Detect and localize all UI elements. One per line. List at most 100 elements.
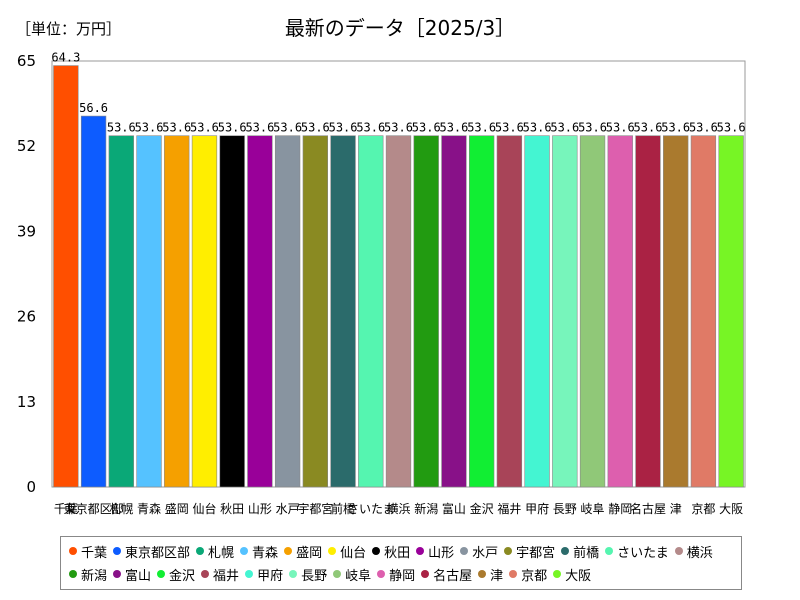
bar-value-label: 53.6 [245,121,274,135]
bar [413,135,439,488]
bar-value-label: 53.6 [273,121,302,135]
legend-swatch [69,570,77,578]
x-tick-label: 金沢 [470,501,494,516]
x-tick-label: 横浜 [386,502,410,516]
x-tick-label: 新潟 [414,501,438,516]
legend-item: 千葉 [69,541,107,561]
bar-value-label: 53.6 [689,121,718,135]
bar [108,135,134,488]
legend-item: 横浜 [674,541,713,561]
legend-item: 盛岡 [284,541,322,561]
legend-swatch [509,570,518,578]
bar-value-label: 53.6 [578,121,607,135]
legend-label: 秋田 [384,545,411,561]
x-tick-label: 千葉 [54,502,78,516]
legend-label: 札幌 [208,545,235,561]
legend-label: 金沢 [169,568,196,584]
legend-item: 東京都区部 [113,541,190,561]
legend-label: 大阪 [565,568,592,584]
legend-label: 津 [490,568,504,584]
legend-label: 新潟 [81,568,108,584]
x-tick-label: 盛岡 [165,501,189,516]
legend-item: 京都 [509,564,547,584]
legend-swatch [674,547,683,555]
bar-value-label: 53.6 [523,121,552,135]
bar-value-label: 53.6 [467,121,496,135]
bar-value-label: 53.6 [329,121,358,135]
legend-item: 福井 [201,564,239,584]
y-tick-label: 65 [17,52,36,70]
y-tick-label: 26 [17,308,36,326]
legend-label: 盛岡 [296,545,323,561]
legend-swatch [605,547,614,555]
legend-swatch [561,547,570,555]
bar [663,135,689,488]
legend-item: 札幌 [196,541,234,561]
legend-swatch [377,570,386,578]
legend-item: 宇都宮 [504,541,555,561]
bar-value-label: 53.6 [218,121,247,135]
bar [219,135,245,488]
y-tick-label: 39 [17,222,36,240]
chart-title: 最新のデータ［2025/3］ [284,16,516,40]
bar [191,135,218,488]
legend-label: 横浜 [686,545,713,561]
legend-swatch [421,570,430,578]
legend-swatch [284,547,293,555]
legend-label: さいたま [617,545,669,561]
legend-swatch [245,570,254,578]
legend-item: 秋田 [372,541,410,561]
x-tick-label: 名古屋 [630,501,666,516]
legend-swatch [553,570,562,578]
legend-item: 長野 [289,564,327,584]
bar-chart: 0 13 26 39 52 65 64.3 千葉 56.6 東京都区部 53.6 札幌 53.6 青森 53… [17,51,746,516]
bar [690,135,717,488]
bar [552,135,578,488]
legend-swatch [289,570,298,578]
y-tick-label: 52 [17,137,36,155]
legend-swatch [328,547,337,555]
bar-value-label: 53.6 [439,121,468,135]
legend-label: 福井 [213,568,240,584]
legend-label: 京都 [521,568,548,584]
legend-item: さいたま [605,541,669,561]
legend-label: 前橋 [573,545,600,561]
bar-value-label: 53.6 [606,121,635,135]
x-tick-label: 岐阜 [581,502,605,516]
x-tick-label: 山形 [248,502,272,516]
legend-swatch [478,570,487,578]
x-tick-label: 大阪 [719,502,743,516]
legend-item: 名古屋 [421,564,472,584]
bar-value-label: 53.6 [661,121,690,135]
y-tick-label: 13 [17,393,36,411]
legend-label: 青森 [252,545,279,561]
legend-item: 仙台 [328,541,366,561]
bar-value-label: 53.6 [412,121,441,135]
bar [302,135,329,488]
bar-value-label: 53.6 [135,121,164,135]
legend-item: 津 [478,564,503,584]
x-tick-label: 静岡 [608,502,632,516]
x-tick-label: 京都 [691,502,715,516]
legend-label: 岐阜 [345,568,372,584]
legend-swatch [69,547,77,555]
legend-swatch [113,547,122,555]
legend-label: 東京都区部 [125,545,191,561]
legend-item: 富山 [113,564,151,584]
legend-label: 千葉 [81,545,108,561]
legend-label: 水戸 [472,545,499,561]
x-tick-label: 福井 [497,501,521,516]
bar-value-label: 53.6 [550,121,579,135]
bar [496,135,523,488]
x-tick-label: 富山 [442,501,466,516]
x-tick-label: 札幌 [109,501,133,516]
legend-swatch [240,547,249,555]
bar-value-label: 53.6 [190,121,219,135]
unit-label: ［単位：万円］ [16,20,122,38]
bar [635,135,661,488]
legend-swatch [460,547,469,555]
x-tick-label: 東京都区部 [64,501,124,516]
bar [468,135,495,488]
legend-swatch [504,547,513,555]
legend-item: 山形 [416,541,454,561]
